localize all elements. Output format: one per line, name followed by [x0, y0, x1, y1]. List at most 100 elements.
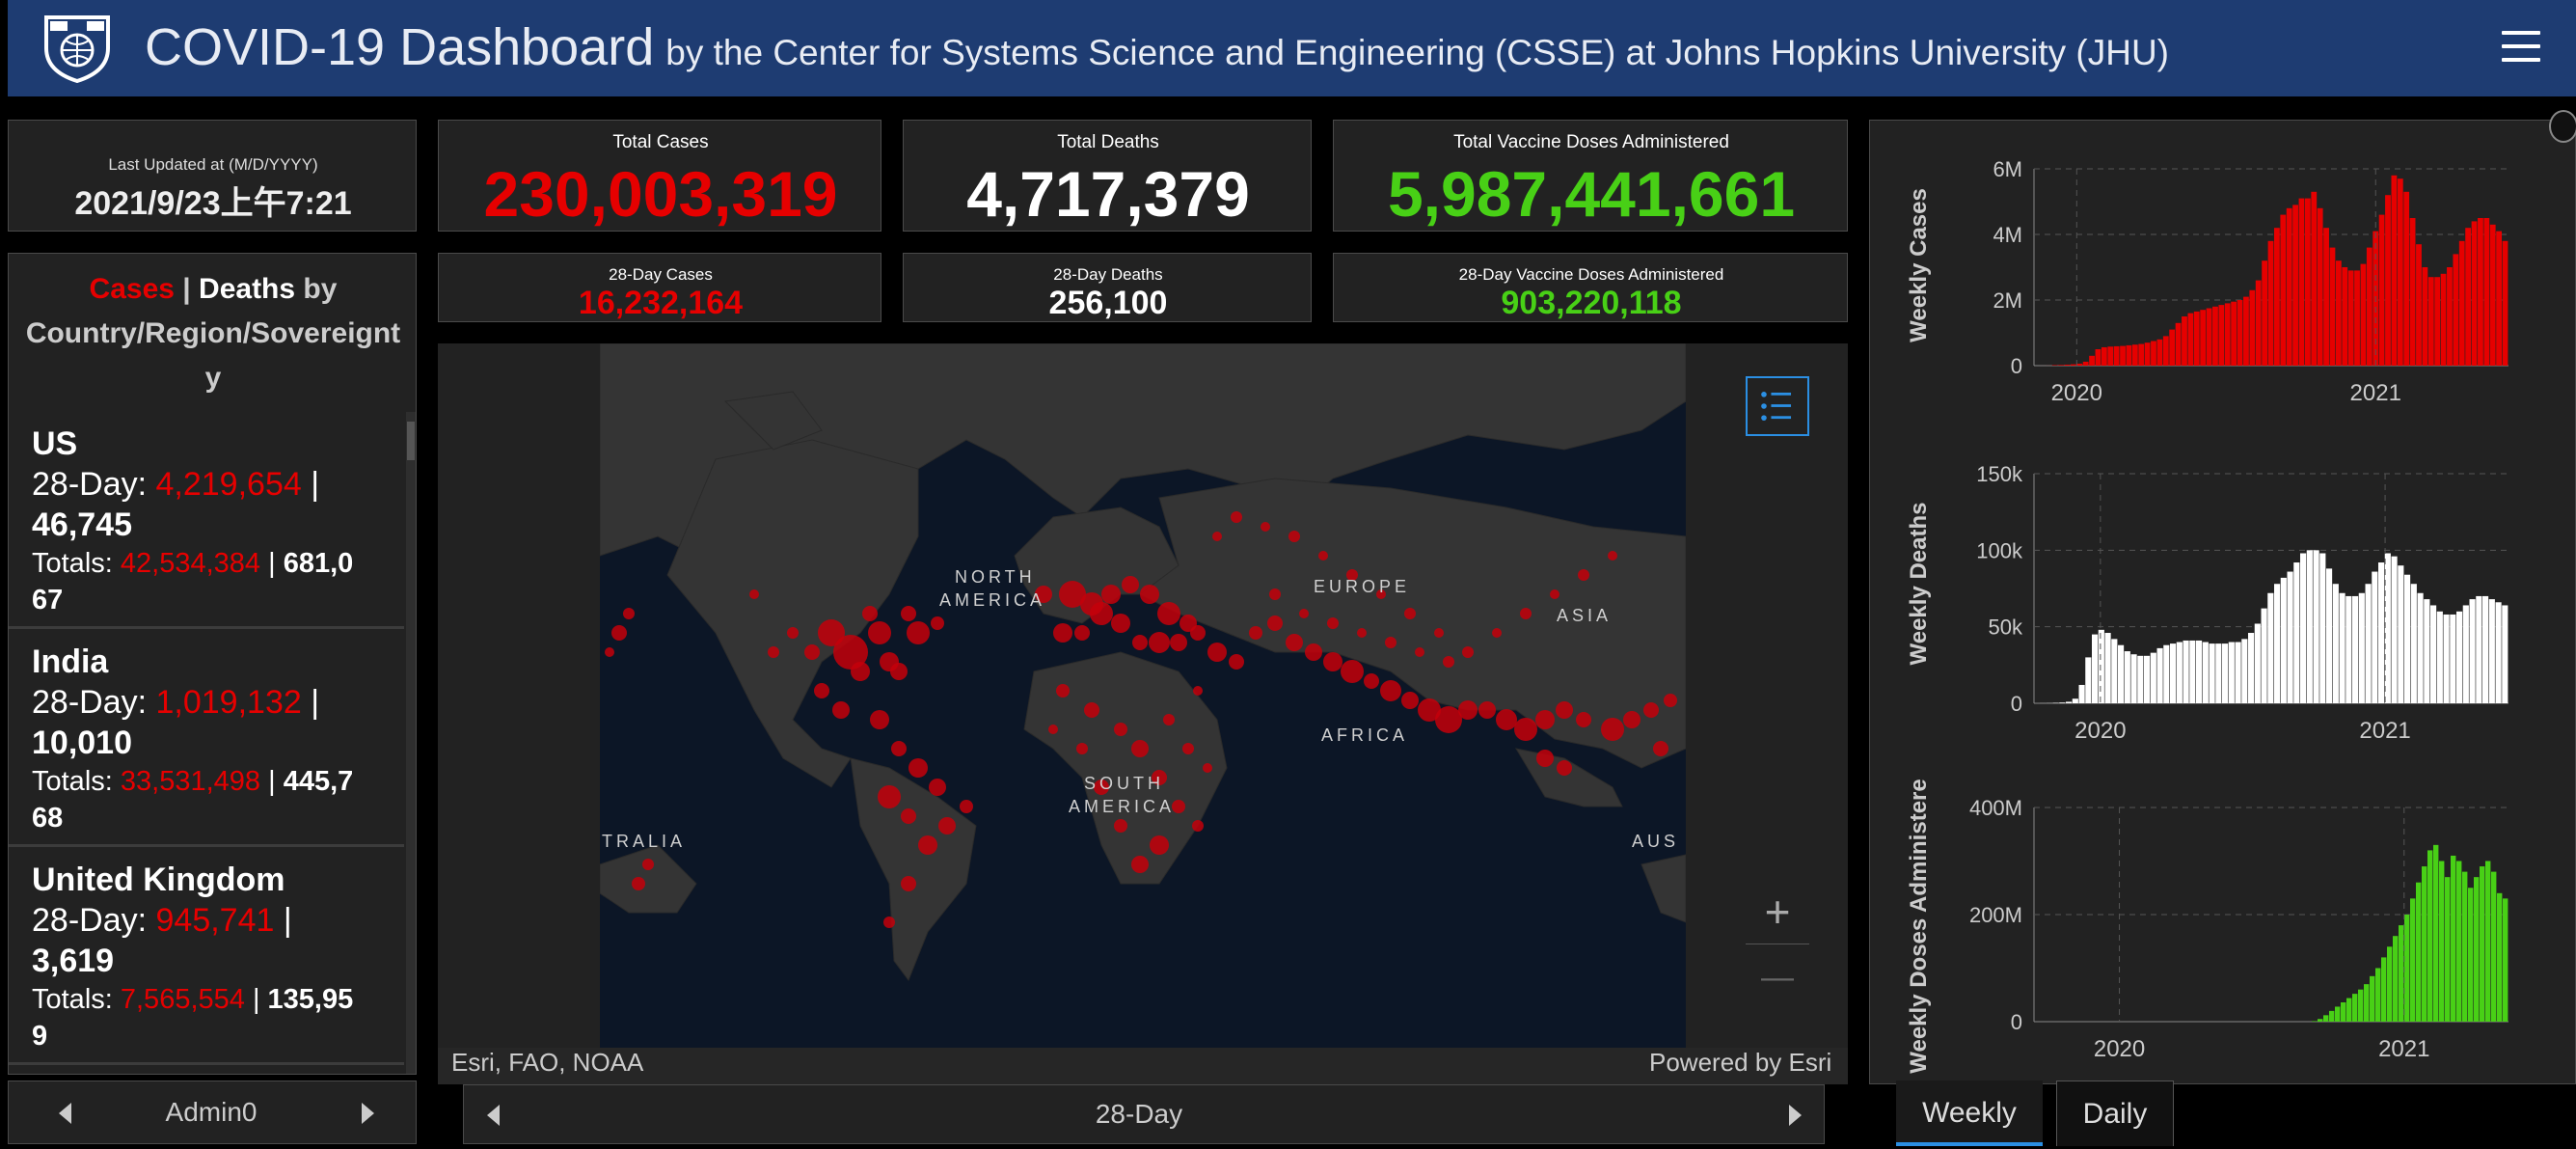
bar[interactable]: [2458, 240, 2465, 366]
case-bubble[interactable]: [1520, 608, 1532, 619]
case-bubble[interactable]: [1192, 820, 1204, 832]
case-bubble[interactable]: [1131, 856, 1149, 873]
bar[interactable]: [2261, 608, 2267, 703]
case-bubble[interactable]: [1514, 718, 1537, 741]
total-deaths-panel[interactable]: Total Deaths 4,717,379: [903, 120, 1312, 232]
case-bubble[interactable]: [1150, 835, 1169, 855]
bar[interactable]: [2224, 303, 2231, 366]
bar[interactable]: [2231, 301, 2237, 366]
bar[interactable]: [2107, 346, 2114, 366]
case-bubble[interactable]: [901, 606, 916, 621]
bar[interactable]: [2144, 655, 2151, 703]
case-bubble[interactable]: [1458, 700, 1478, 720]
bar[interactable]: [2403, 191, 2410, 366]
cases-toggle[interactable]: Cases: [89, 273, 175, 305]
case-bubble[interactable]: [1401, 692, 1419, 709]
case-bubble[interactable]: [1090, 602, 1113, 625]
case-bubble[interactable]: [1288, 531, 1300, 542]
tab-weekly[interactable]: Weekly: [1896, 1081, 2043, 1146]
case-bubble[interactable]: [1323, 652, 1342, 671]
case-bubble[interactable]: [918, 835, 937, 855]
next-arrow-icon[interactable]: [1789, 1105, 1802, 1126]
case-bubble[interactable]: [768, 646, 779, 658]
bar[interactable]: [2391, 556, 2398, 703]
bar[interactable]: [2485, 861, 2491, 1023]
bar[interactable]: [2318, 1019, 2323, 1022]
bar[interactable]: [2215, 643, 2222, 703]
case-bubble[interactable]: [1163, 714, 1175, 725]
case-bubble[interactable]: [1114, 723, 1127, 736]
list-item[interactable]: India 28-Day: 1,019,132 | 10,010 Totals:…: [32, 642, 398, 836]
case-bubble[interactable]: [611, 625, 627, 641]
country-list-panel[interactable]: Cases | Deaths by Country/Region/Soverei…: [8, 253, 417, 1075]
bar[interactable]: [2293, 562, 2300, 703]
bar[interactable]: [2329, 247, 2336, 366]
bar[interactable]: [2209, 643, 2215, 703]
bar[interactable]: [2422, 267, 2428, 366]
bar[interactable]: [2427, 277, 2434, 366]
bar[interactable]: [2491, 871, 2497, 1022]
case-bubble[interactable]: [832, 701, 850, 719]
case-bubble[interactable]: [901, 876, 916, 891]
bar[interactable]: [2410, 584, 2417, 703]
bar[interactable]: [2095, 349, 2101, 366]
case-bubble[interactable]: [1443, 656, 1454, 668]
bar[interactable]: [2274, 584, 2281, 703]
case-bubble[interactable]: [1190, 625, 1206, 641]
bar[interactable]: [2358, 989, 2364, 1022]
bar[interactable]: [2474, 877, 2480, 1022]
bar[interactable]: [2078, 684, 2085, 703]
bar[interactable]: [2137, 655, 2144, 703]
case-bubble[interactable]: [642, 859, 654, 870]
case-bubble[interactable]: [1203, 763, 1212, 773]
bar[interactable]: [2267, 592, 2274, 703]
bar[interactable]: [2319, 553, 2326, 703]
bar[interactable]: [2326, 568, 2333, 703]
bar[interactable]: [2439, 861, 2445, 1023]
bar[interactable]: [2417, 592, 2424, 703]
bar[interactable]: [2468, 888, 2474, 1022]
deaths-toggle[interactable]: Deaths: [199, 273, 296, 305]
case-bubble[interactable]: [1140, 585, 1159, 604]
bar[interactable]: [2416, 244, 2422, 366]
list-scrollbar-thumb[interactable]: [407, 422, 415, 460]
bar[interactable]: [2447, 267, 2453, 366]
bar[interactable]: [2089, 355, 2095, 366]
case-bubble[interactable]: [878, 785, 901, 808]
bar[interactable]: [2483, 218, 2490, 366]
bar[interactable]: [2422, 866, 2427, 1022]
case-bubble[interactable]: [1643, 702, 1659, 718]
case-bubble[interactable]: [1535, 710, 1555, 729]
bar[interactable]: [2398, 565, 2404, 703]
bar[interactable]: [2497, 892, 2503, 1022]
case-bubble[interactable]: [1601, 718, 1624, 741]
bar[interactable]: [2352, 595, 2359, 703]
bar[interactable]: [2064, 364, 2071, 366]
bar[interactable]: [2280, 214, 2287, 366]
case-bubble[interactable]: [1035, 586, 1052, 603]
case-bubble[interactable]: [1664, 694, 1677, 707]
bar[interactable]: [2235, 642, 2241, 703]
case-bubble[interactable]: [1550, 589, 1559, 599]
bar[interactable]: [2072, 698, 2078, 703]
bar[interactable]: [2200, 310, 2207, 366]
bar[interactable]: [2370, 975, 2375, 1022]
case-bubble[interactable]: [1114, 819, 1127, 833]
bar[interactable]: [2366, 247, 2373, 366]
case-bubble[interactable]: [1053, 623, 1072, 643]
bar[interactable]: [2451, 855, 2456, 1022]
case-bubble[interactable]: [1261, 522, 1270, 532]
case-bubble[interactable]: [1207, 643, 1227, 662]
bar[interactable]: [2312, 1021, 2318, 1022]
case-bubble[interactable]: [960, 800, 973, 813]
case-bubble[interactable]: [1415, 647, 1424, 657]
bar[interactable]: [2254, 623, 2261, 703]
case-bubble[interactable]: [1576, 712, 1591, 727]
bar[interactable]: [2248, 633, 2255, 703]
bar[interactable]: [2218, 305, 2225, 366]
tab-daily[interactable]: Daily: [2056, 1081, 2174, 1146]
bar[interactable]: [2433, 844, 2439, 1022]
bar[interactable]: [2352, 994, 2358, 1022]
bar[interactable]: [2424, 599, 2430, 703]
case-bubble[interactable]: [883, 916, 895, 928]
